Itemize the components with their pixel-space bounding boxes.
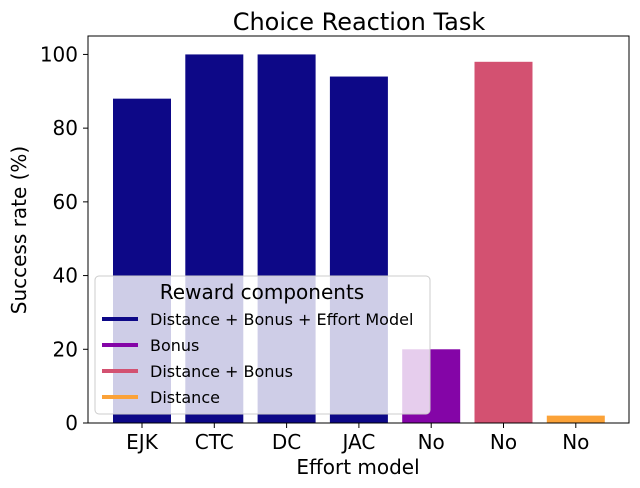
y-tick-label: 40 — [53, 264, 78, 288]
y-tick-label: 80 — [53, 116, 78, 140]
legend: Reward components Distance + Bonus + Eff… — [94, 275, 431, 415]
legend-label: Bonus — [150, 336, 199, 355]
legend-label: Distance — [150, 388, 220, 407]
bar-6 — [474, 61, 533, 424]
chart-title: Choice Reaction Task — [233, 8, 486, 36]
x-tick-label: No — [562, 430, 589, 454]
x-tick-label: No — [418, 430, 445, 454]
x-axis-ticks: EJK CTC DC JAC No No No — [126, 423, 589, 454]
y-axis-ticks: 0 20 40 60 80 100 — [40, 42, 88, 435]
y-tick-label: 100 — [40, 42, 78, 66]
x-tick-label: JAC — [340, 430, 375, 454]
y-tick-label: 0 — [65, 411, 78, 435]
y-axis-label: Success rate (%) — [7, 146, 31, 314]
x-tick-label: No — [490, 430, 517, 454]
bar-7 — [546, 415, 605, 423]
x-tick-label: CTC — [195, 430, 234, 454]
legend-title: Reward components — [160, 280, 364, 304]
legend-entries: Distance + Bonus + Effort Model Bonus Dist… — [102, 310, 413, 407]
x-axis-label: Effort model — [296, 455, 419, 479]
x-tick-label: EJK — [126, 430, 159, 454]
legend-label: Distance + Bonus — [150, 362, 293, 381]
legend-label: Distance + Bonus + Effort Model — [150, 310, 413, 329]
legend-box — [94, 275, 431, 415]
y-tick-label: 60 — [53, 190, 78, 214]
y-tick-label: 20 — [53, 337, 78, 361]
x-tick-label: DC — [272, 430, 301, 454]
